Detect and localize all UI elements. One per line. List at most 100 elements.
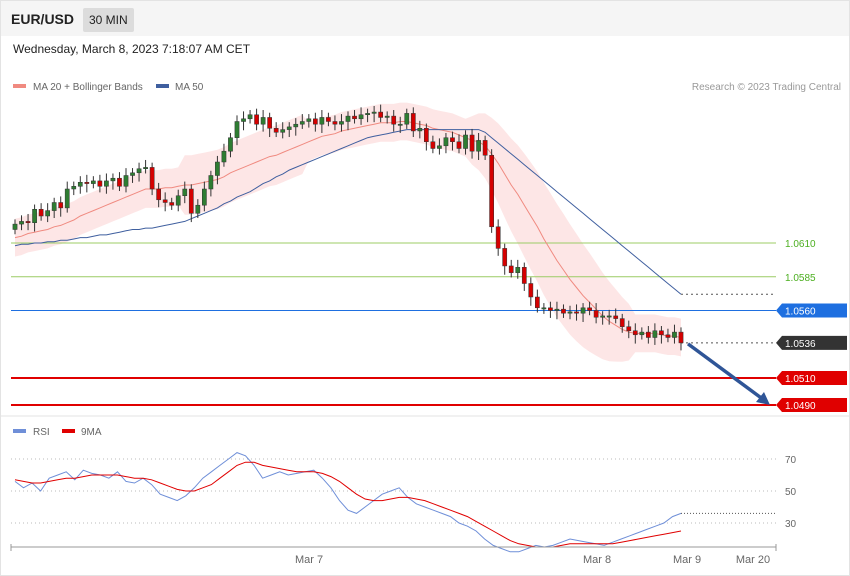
candle <box>162 199 168 203</box>
candle <box>397 123 403 126</box>
candle <box>561 308 566 314</box>
candle <box>273 128 279 133</box>
candle <box>130 172 135 176</box>
candle <box>672 331 677 338</box>
candle <box>574 311 579 314</box>
candle <box>202 188 207 206</box>
candle <box>430 141 436 149</box>
candle <box>678 331 684 344</box>
candle <box>384 115 390 118</box>
candle <box>228 137 233 152</box>
candle <box>508 265 514 273</box>
candle <box>332 121 338 125</box>
candle <box>443 137 449 147</box>
level-label: 1.0585 <box>785 273 816 284</box>
candle <box>313 118 318 125</box>
candle <box>495 226 501 249</box>
candle <box>110 177 116 182</box>
candle <box>221 150 227 163</box>
candle <box>286 126 292 130</box>
candle <box>182 188 188 196</box>
candle <box>639 331 645 336</box>
candle <box>606 315 612 318</box>
ma50-legend-label: MA 50 <box>175 82 204 93</box>
candle <box>306 118 312 122</box>
candle <box>476 140 481 152</box>
candle <box>404 113 410 125</box>
level-label: 1.0536 <box>785 339 816 350</box>
rsi-legend-label: RSI <box>33 427 50 438</box>
candle <box>25 221 31 223</box>
rsi-legend-swatch <box>13 429 26 433</box>
candle <box>600 315 605 318</box>
rsi-ma-line <box>14 461 682 548</box>
rsi-tick-label: 30 <box>785 519 797 530</box>
candle <box>567 311 573 314</box>
level-label: 1.0490 <box>785 401 816 412</box>
candle <box>208 175 214 190</box>
candle <box>417 128 423 132</box>
candle <box>521 267 527 284</box>
ma50-line <box>14 129 682 295</box>
candle <box>84 182 90 184</box>
candle <box>117 177 122 187</box>
forecast-arrowhead <box>756 392 770 405</box>
candle <box>626 326 632 332</box>
candle <box>188 188 194 214</box>
ma9-legend-swatch <box>62 429 75 433</box>
x-tick-label: Mar 9 <box>673 554 701 566</box>
candle <box>260 117 266 125</box>
candle <box>580 307 586 314</box>
candle <box>345 115 351 122</box>
candle <box>143 167 148 169</box>
symbol-label: EUR/USD <box>11 11 75 27</box>
credit-label: Research © 2023 Trading Central <box>692 82 841 93</box>
candle <box>554 308 560 311</box>
candle <box>391 115 397 125</box>
candle <box>424 128 429 142</box>
candle <box>77 182 83 187</box>
candle <box>659 330 664 336</box>
timestamp: Wednesday, March 8, 2023 7:18:07 AM CET <box>13 42 251 56</box>
candle <box>71 186 77 190</box>
level-tag <box>776 398 847 412</box>
candle <box>541 307 547 310</box>
candle <box>450 137 455 142</box>
candle <box>352 115 357 120</box>
chart-header: EUR/USD 30 MIN <box>1 1 849 36</box>
candle <box>652 330 658 338</box>
candle <box>123 175 129 187</box>
ma20-legend-label: MA 20 + Bollinger Bands <box>33 82 143 93</box>
candle <box>195 204 201 214</box>
candle <box>64 188 70 209</box>
candle <box>12 223 18 230</box>
level-tag <box>776 303 847 318</box>
candle <box>528 283 534 298</box>
candle <box>32 209 37 223</box>
candle <box>489 155 494 228</box>
candle <box>339 121 344 125</box>
rsi-tick-label: 70 <box>785 455 797 466</box>
candle <box>241 118 246 122</box>
candle <box>149 167 155 190</box>
level-tag <box>776 335 847 350</box>
timeframe-button[interactable]: 30 MIN <box>83 8 134 32</box>
candle <box>136 168 142 174</box>
candle <box>358 114 364 120</box>
ma20-legend-swatch <box>13 84 26 88</box>
candle <box>463 134 468 149</box>
candle <box>469 134 475 152</box>
x-tick-label: Mar 8 <box>583 554 611 566</box>
candle <box>215 161 220 176</box>
x-tick-label: Mar 20 <box>736 554 770 566</box>
candle <box>169 202 175 206</box>
candle <box>319 117 325 125</box>
candle <box>326 117 331 122</box>
candle <box>619 318 625 327</box>
level-label: 1.0510 <box>785 374 816 385</box>
level-tag <box>776 371 847 385</box>
candle <box>365 113 370 116</box>
candle <box>665 334 671 338</box>
candle <box>502 248 508 267</box>
